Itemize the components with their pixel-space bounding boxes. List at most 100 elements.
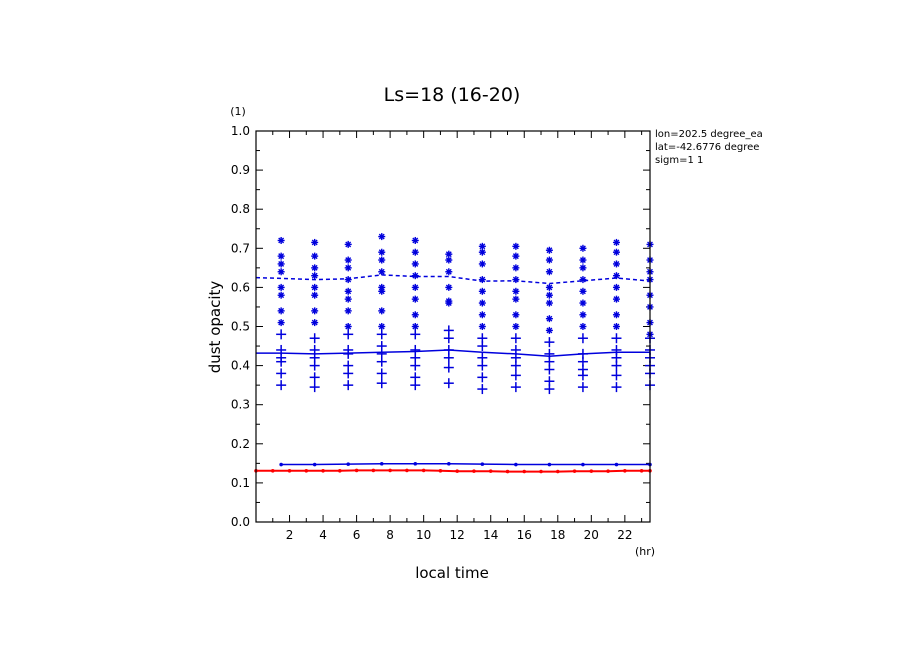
series-0-asterisk-point xyxy=(311,252,319,260)
series-1-plus-point xyxy=(343,348,354,359)
series-1-plus-point xyxy=(410,329,421,340)
series-0-asterisk-point xyxy=(277,319,285,327)
series-0-asterisk-point xyxy=(311,283,319,291)
series-2-point xyxy=(514,462,518,467)
series-0-asterisk-point xyxy=(378,248,386,256)
series-1-plus-point xyxy=(577,370,588,381)
y-unit: (1) xyxy=(230,105,246,118)
series-0-asterisk-point xyxy=(445,256,453,264)
series-1-plus-point xyxy=(611,333,622,344)
series-0-asterisk-point xyxy=(512,287,520,295)
series-2-point xyxy=(614,462,619,467)
series-1-plus-point xyxy=(343,368,354,379)
series-3-point xyxy=(488,469,493,473)
x-tick-label: 10 xyxy=(416,528,431,542)
series-0-asterisk-point xyxy=(411,311,419,319)
y-tick-label: 0.2 xyxy=(231,437,250,451)
x-tick-label: 8 xyxy=(386,528,394,542)
y-tick-label: 0.4 xyxy=(231,359,250,373)
series-0-asterisk-point xyxy=(478,248,486,256)
series-1-plus-point xyxy=(577,382,588,393)
series-0-asterisk-point xyxy=(612,260,620,268)
series-0-asterisk-point xyxy=(579,287,587,295)
annotation-lon: lon=202.5 degree_ea xyxy=(655,129,763,140)
series-1-plus-point xyxy=(544,364,555,375)
series-0-asterisk-point xyxy=(579,264,587,272)
series-0-asterisk-point xyxy=(277,291,285,299)
x-tick-label: 16 xyxy=(517,528,532,542)
series-0-asterisk-point xyxy=(512,264,520,272)
series-1-plus-point xyxy=(309,382,320,393)
series-0-asterisk-point xyxy=(545,246,553,254)
series-0-asterisk-point xyxy=(612,311,620,319)
series-3-point xyxy=(287,468,292,473)
series-1-plus-point xyxy=(611,360,622,371)
series-2-point xyxy=(279,462,283,467)
series-3-point xyxy=(304,468,309,473)
series-0-asterisk-point xyxy=(311,307,319,315)
y-axis-label: dust opacity xyxy=(206,281,224,374)
series-1-plus-point xyxy=(309,333,320,344)
series-1-plus-point xyxy=(309,372,320,383)
series-1-plus-point xyxy=(276,380,287,391)
series-0-asterisk-point xyxy=(545,326,553,334)
series-0-asterisk-point xyxy=(579,323,587,330)
series-0-asterisk-point xyxy=(277,236,285,244)
series-0-asterisk-point xyxy=(378,307,386,315)
series-3-point xyxy=(438,468,443,473)
x-tick-label: 22 xyxy=(617,528,632,542)
series-0-asterisk-point xyxy=(445,283,453,291)
series-1-plus-point xyxy=(343,329,354,340)
series-1-plus-point xyxy=(443,378,454,389)
series-3-point xyxy=(589,469,594,473)
series-0-asterisk-point xyxy=(344,276,352,284)
series-1-plus-point xyxy=(443,352,454,363)
x-unit: (hr) xyxy=(635,545,655,558)
x-tick-label: 18 xyxy=(550,528,565,542)
series-0-asterisk-point xyxy=(445,250,453,258)
series-0-asterisk-point xyxy=(512,323,520,330)
series-3-point xyxy=(371,468,376,473)
series-2-point xyxy=(581,462,585,467)
series-3-point xyxy=(623,468,627,473)
series-0-asterisk-point xyxy=(579,256,587,264)
y-tick-label: 0.3 xyxy=(231,398,250,412)
series-0-asterisk-point xyxy=(512,276,520,284)
series-1-plus-point xyxy=(544,384,555,395)
series-0-asterisk-point xyxy=(545,299,553,307)
series-0-asterisk-point xyxy=(612,272,620,280)
series-1-plus-point xyxy=(510,333,521,344)
series-0-asterisk-point xyxy=(478,323,486,330)
series-0-asterisk-point xyxy=(579,311,587,319)
series-1-plus-point xyxy=(510,360,521,371)
series-0-asterisk-point xyxy=(612,283,620,291)
series-0-asterisk-point xyxy=(378,233,386,241)
x-tick-label: 14 xyxy=(483,528,498,542)
series-0-asterisk-point xyxy=(612,323,620,330)
series-layer xyxy=(254,233,655,474)
series-0-asterisk-point xyxy=(378,287,386,295)
series-0-asterisk-point xyxy=(411,283,419,291)
y-tick-label: 0.8 xyxy=(231,202,250,216)
series-2-point xyxy=(312,462,317,467)
series-3-point xyxy=(455,469,459,473)
series-1-plus-point xyxy=(376,378,387,389)
series-0-asterisk-point xyxy=(344,323,352,330)
series-1-plus-point xyxy=(410,360,421,371)
y-tick-label: 0.1 xyxy=(231,476,250,490)
series-0-asterisk-point xyxy=(612,238,620,246)
series-1-plus-point xyxy=(510,370,521,381)
series-1-plus-point xyxy=(443,333,454,344)
annotation-sigm: sigm=1 1 xyxy=(655,155,703,166)
series-1-plus-point xyxy=(544,337,555,348)
y-tick-label: 0.0 xyxy=(231,515,250,529)
chart-title: Ls=18 (16-20) xyxy=(384,84,521,106)
x-tick-label: 4 xyxy=(319,528,327,542)
series-0-asterisk-point xyxy=(612,295,620,303)
series-0-asterisk-point xyxy=(545,256,553,264)
series-0-asterisk-point xyxy=(344,295,352,303)
series-1-plus-point xyxy=(276,329,287,340)
series-2-point xyxy=(447,461,451,466)
series-1-plus-point xyxy=(410,380,421,391)
series-0-asterisk-point xyxy=(378,323,386,330)
